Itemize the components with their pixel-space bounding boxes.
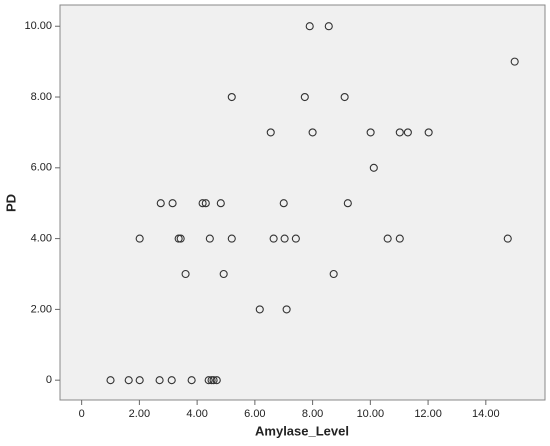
point <box>266 128 275 137</box>
x-tick-label: 10.00 <box>357 408 385 420</box>
point <box>366 128 375 137</box>
point <box>135 376 144 385</box>
x-axis-title: Amylase_Level <box>255 423 349 438</box>
point <box>395 234 404 243</box>
point <box>205 234 214 243</box>
point <box>204 376 213 385</box>
point <box>219 269 228 279</box>
point <box>227 234 236 243</box>
point <box>181 269 190 279</box>
point <box>168 199 177 208</box>
point <box>308 128 317 137</box>
x-tick-label: 0 <box>79 408 85 420</box>
point <box>167 376 176 385</box>
point <box>135 234 144 243</box>
point <box>300 92 309 102</box>
point <box>324 22 333 31</box>
point <box>124 376 133 385</box>
point <box>340 92 349 102</box>
x-tick-label: 6.00 <box>244 408 265 420</box>
point <box>510 57 519 66</box>
point <box>156 199 165 208</box>
y-tick-label: 10.00 <box>24 20 52 32</box>
point <box>212 376 221 385</box>
y-tick-label: 0 <box>46 374 52 386</box>
point <box>305 22 314 31</box>
point <box>395 128 404 137</box>
point <box>383 234 392 243</box>
y-tick-label: 8.00 <box>31 91 52 103</box>
point <box>329 269 338 279</box>
point <box>269 234 278 243</box>
point <box>343 199 352 208</box>
x-tick-label: 14.00 <box>472 408 500 420</box>
plot-area <box>59 4 546 401</box>
y-axis-title: PD <box>3 194 18 212</box>
x-tick-label: 8.00 <box>302 408 323 420</box>
point <box>209 376 218 385</box>
point <box>503 234 512 243</box>
point <box>279 199 288 208</box>
point <box>403 128 412 137</box>
point <box>255 305 264 314</box>
point <box>198 199 207 208</box>
y-tick-label: 4.00 <box>31 233 52 245</box>
point <box>176 234 185 243</box>
point <box>424 128 433 137</box>
x-tick-label: 4.00 <box>186 408 207 420</box>
point <box>291 234 300 243</box>
point <box>216 199 225 208</box>
point <box>187 376 196 385</box>
point <box>369 163 378 172</box>
x-tick-label: 2.00 <box>129 408 150 420</box>
point <box>155 376 164 385</box>
y-tick-label: 2.00 <box>31 303 52 315</box>
point <box>282 305 291 314</box>
point <box>280 234 289 243</box>
y-tick-label: 6.00 <box>31 162 52 174</box>
point <box>227 92 236 102</box>
point <box>201 199 210 208</box>
point <box>106 376 115 385</box>
x-tick-label: 12.00 <box>414 408 442 420</box>
